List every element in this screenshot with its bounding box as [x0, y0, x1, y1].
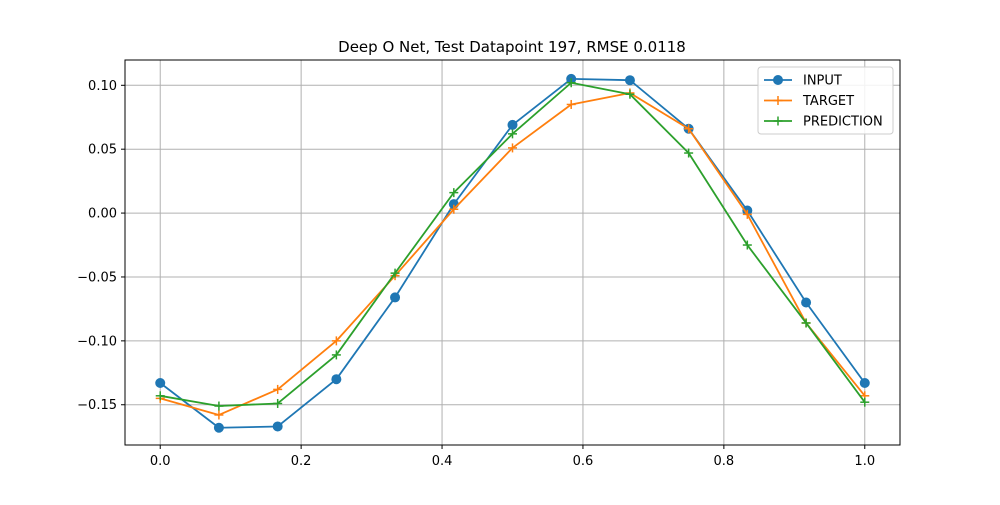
legend: INPUT TARGET PREDICTION — [757, 66, 894, 135]
legend-item-target: TARGET — [764, 94, 854, 109]
y-tick-label: −0.05 — [77, 270, 117, 285]
data-point-prediction — [273, 398, 283, 408]
data-point-target — [684, 124, 694, 134]
data-point-target — [508, 143, 517, 153]
data-point-prediction — [155, 391, 165, 401]
legend-label: INPUT — [803, 74, 842, 89]
data-point-input — [213, 422, 224, 433]
legend-marker — [773, 96, 783, 105]
data-point-target — [742, 209, 752, 219]
data-point-target — [273, 384, 283, 394]
x-tick-label: 0.6 — [573, 454, 594, 469]
data-point-input — [390, 292, 401, 303]
x-tick-label: 0.2 — [291, 454, 312, 469]
data-point-prediction — [214, 401, 224, 411]
data-point-target — [214, 410, 224, 420]
axis-ticks: 0.0 0.2 0.4 0.6 0.8 1.0 −0.15 −0.10 −0.05 0.00 0.0… — [77, 79, 875, 469]
legend-box — [757, 66, 894, 135]
legend-label: PREDICTION — [803, 115, 883, 130]
y-tick-label: −0.15 — [77, 398, 117, 413]
data-point-prediction — [331, 350, 341, 360]
data-point-target — [449, 204, 459, 214]
data-point-input — [624, 75, 635, 86]
legend-label: TARGET — [802, 94, 854, 109]
x-tick-label: 0.0 — [150, 454, 171, 469]
data-point-prediction — [508, 129, 517, 139]
y-tick-label: −0.10 — [77, 334, 117, 349]
legend-marker — [773, 116, 783, 126]
data-point-prediction — [801, 318, 811, 328]
legend-item-prediction: PREDICTION — [764, 115, 883, 130]
data-point-input — [331, 374, 342, 385]
series-prediction — [155, 78, 870, 411]
y-tick-label: 0.00 — [88, 207, 117, 222]
legend-item-input: INPUT — [764, 74, 842, 89]
x-tick-label: 1.0 — [854, 454, 875, 469]
data-point-target — [566, 99, 576, 109]
legend-marker — [773, 75, 783, 85]
data-point-prediction — [625, 89, 635, 99]
x-tick-label: 0.4 — [432, 454, 453, 469]
data-point-input — [801, 297, 812, 308]
series-layer — [155, 73, 870, 433]
axes-frame — [124, 59, 901, 446]
data-point-target — [331, 336, 341, 346]
data-point-input — [155, 378, 166, 389]
y-tick-label: 0.05 — [88, 143, 117, 158]
data-point-input — [859, 378, 870, 389]
data-point-prediction — [860, 397, 870, 407]
data-point-prediction — [449, 188, 459, 198]
data-point-input — [507, 119, 518, 130]
chart-title: Deep O Net, Test Datapoint 197, RMSE 0.0… — [338, 38, 686, 56]
data-point-input — [272, 421, 283, 432]
y-tick-label: 0.10 — [88, 79, 117, 94]
x-tick-label: 0.8 — [714, 454, 735, 469]
data-point-prediction — [742, 240, 752, 250]
data-point-prediction — [684, 148, 694, 158]
data-point-prediction — [566, 78, 576, 88]
data-point-prediction — [390, 268, 400, 278]
